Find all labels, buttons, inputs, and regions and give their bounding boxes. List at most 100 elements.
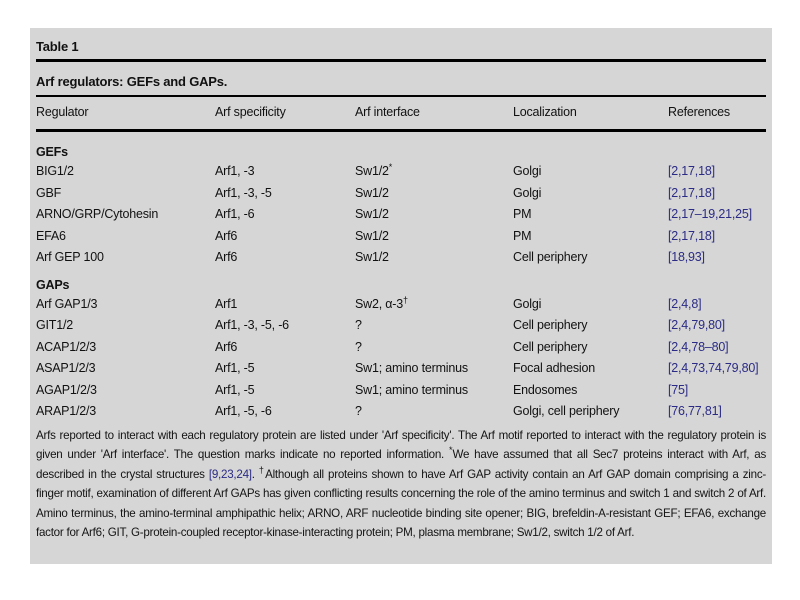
cell-regulator: ARAP1/2/3 (36, 404, 97, 418)
cell-arf-specificity: Arf1 (215, 296, 238, 311)
cell-arf-specificity: Arf6 (215, 339, 238, 354)
cell-localization: Golgi (513, 296, 542, 311)
arf-interface-text: Sw1; amino terminus (355, 382, 468, 397)
arf-interface-text: Sw1/2 (355, 250, 389, 264)
footnote-marker: † (403, 294, 409, 305)
cell-localization: PM (513, 207, 532, 221)
cell-arf-interface: ? (355, 315, 513, 337)
column-header-references: References (668, 105, 730, 119)
cell-regulator: ARNO/GRP/Cytohesin (36, 207, 159, 221)
column-header-arf-interface: Arf interface (355, 105, 420, 119)
column-header-localization: Localization (513, 105, 577, 119)
cell-localization: Golgi, cell periphery (513, 404, 620, 418)
arf-interface-text: Sw1/2 (355, 185, 389, 200)
reference-link[interactable]: [75] (668, 382, 689, 397)
cell-regulator: BIG1/2 (36, 164, 74, 178)
cell-arf-specificity: Arf6 (215, 228, 238, 243)
reference-link[interactable]: [2,17,18] (668, 228, 715, 243)
table-row-gbf: GBF Arf1, -3, -5 Sw1/2 Golgi [2,17,18] (36, 183, 766, 205)
cell-arf-interface: ? (355, 401, 513, 423)
reference-link[interactable]: [18,93] (668, 250, 705, 264)
footnote-marker: * (388, 161, 393, 172)
table-row-asap123: ASAP1/2/3 Arf1, -5 Sw1; amino terminus F… (36, 358, 766, 380)
arf-interface-text: ? (355, 339, 362, 354)
cell-arf-specificity: Arf1, -3, -5, -6 (215, 318, 289, 332)
reference-link[interactable]: [2,17,18] (668, 164, 715, 178)
cell-localization: Cell periphery (513, 318, 588, 332)
arf-interface-text: ? (355, 404, 362, 418)
divider-caption (36, 95, 766, 97)
cell-arf-specificity: Arf1, -5 (215, 361, 255, 375)
cell-localization: Endosomes (513, 382, 578, 397)
footnote-text: . (251, 467, 259, 481)
cell-arf-interface: Sw1; amino terminus (355, 358, 513, 380)
column-header-arf-specificity: Arf specificity (215, 105, 286, 119)
reference-link[interactable]: [2,17–19,21,25] (668, 207, 752, 221)
cell-regulator: ACAP1/2/3 (36, 339, 97, 354)
cell-arf-interface: Sw1/2 (355, 204, 513, 226)
table-row-big12: BIG1/2 Arf1, -3 Sw1/2* Golgi [2,17,18] (36, 161, 766, 183)
column-header-regulator: Regulator (36, 105, 89, 119)
cell-regulator: Arf GAP1/3 (36, 296, 98, 311)
arf-interface-text: ? (355, 318, 362, 332)
cell-arf-specificity: Arf1, -3, -5 (215, 185, 272, 200)
arf-interface-text: Sw2, α-3 (355, 296, 404, 311)
cell-regulator: EFA6 (36, 228, 66, 243)
cell-localization: PM (513, 228, 532, 243)
cell-localization: Cell periphery (513, 339, 588, 354)
cell-regulator: GIT1/2 (36, 318, 74, 332)
table-caption: Arf regulators: GEFs and GAPs. (36, 74, 228, 89)
cell-arf-specificity: Arf1, -3 (215, 164, 255, 178)
reference-link[interactable]: [2,4,8] (668, 296, 702, 311)
table-label: Table 1 (36, 39, 79, 54)
cell-arf-specificity: Arf6 (215, 250, 238, 264)
column-header-row: Regulator Arf specificity Arf interface … (36, 105, 766, 120)
footnote-text: We have assumed that all Sec7 proteins i… (36, 448, 766, 481)
reference-link[interactable]: [76,77,81] (668, 404, 722, 418)
cell-arf-interface: Sw1/2 (355, 247, 513, 269)
table-row-agap123: AGAP1/2/3 Arf1, -5 Sw1; amino terminus E… (36, 380, 766, 402)
citation-link[interactable]: [9,23,24] (208, 467, 252, 481)
reference-link[interactable]: [2,4,79,80] (668, 318, 725, 332)
cell-localization: Golgi (513, 164, 542, 178)
cell-arf-interface: ? (355, 337, 513, 359)
table-row-arfgep100: Arf GEP 100 Arf6 Sw1/2 Cell periphery [1… (36, 247, 766, 269)
cell-arf-specificity: Arf1, -6 (215, 207, 255, 221)
arf-interface-text: Sw1/2 (355, 228, 389, 243)
footnote-text: Arfs reported to interact with each regu… (36, 428, 766, 462)
table-footnote: Arfs reported to interact with each regu… (36, 426, 766, 543)
cell-arf-specificity: Arf1, -5 (215, 382, 255, 397)
cell-arf-interface: Sw1/2 (355, 226, 513, 248)
cell-arf-specificity: Arf1, -5, -6 (215, 404, 272, 418)
table-row-arno: ARNO/GRP/Cytohesin Arf1, -6 Sw1/2 PM [2,… (36, 204, 766, 226)
arf-interface-text: Sw1/2 (355, 207, 389, 221)
divider-top (36, 59, 766, 62)
asterisk-marker: * (449, 445, 453, 456)
cell-arf-interface: Sw1/2 (355, 183, 513, 205)
cell-localization: Cell periphery (513, 250, 588, 264)
cell-arf-interface: Sw2, α-3† (355, 294, 513, 316)
cell-regulator: ASAP1/2/3 (36, 361, 96, 375)
cell-regulator: GBF (36, 185, 62, 200)
cell-localization: Golgi (513, 185, 542, 200)
cell-regulator: AGAP1/2/3 (36, 382, 97, 397)
cell-arf-interface: Sw1; amino terminus (355, 380, 513, 402)
section-label-gefs: GEFs (36, 145, 68, 159)
cell-localization: Focal adhesion (513, 361, 595, 375)
table-row-arap123: ARAP1/2/3 Arf1, -5, -6 ? Golgi, cell per… (36, 401, 766, 423)
table-row-git12: GIT1/2 Arf1, -3, -5, -6 ? Cell periphery… (36, 315, 766, 337)
table-panel: Table 1 Arf regulators: GEFs and GAPs. R… (30, 28, 772, 565)
table-row-arfgap13: Arf GAP1/3 Arf1 Sw2, α-3† Golgi [2,4,8] (36, 294, 766, 316)
section-label-gaps: GAPs (36, 277, 70, 292)
reference-link[interactable]: [2,4,73,74,79,80] (668, 361, 759, 375)
dagger-marker: † (258, 464, 266, 475)
divider-header (36, 129, 766, 132)
reference-link[interactable]: [2,17,18] (668, 185, 715, 200)
table-row-efa6: EFA6 Arf6 Sw1/2 PM [2,17,18] (36, 226, 766, 248)
reference-link[interactable]: [2,4,78–80] (668, 339, 729, 354)
cell-arf-interface: Sw1/2* (355, 161, 513, 183)
arf-interface-text: Sw1; amino terminus (355, 361, 468, 375)
arf-interface-text: Sw1/2 (355, 164, 389, 178)
cell-regulator: Arf GEP 100 (36, 250, 104, 264)
